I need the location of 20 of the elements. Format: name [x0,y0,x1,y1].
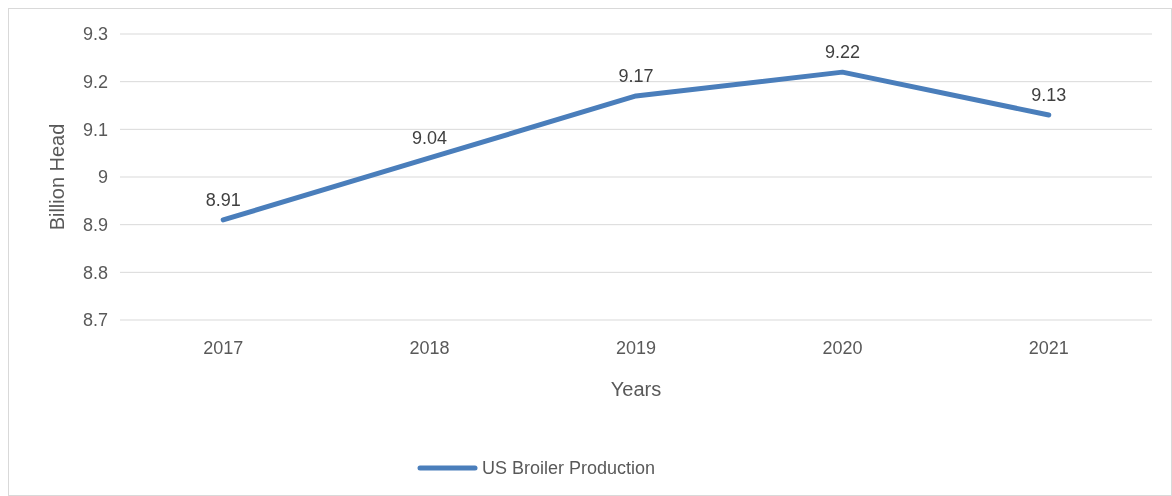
y-tick-label: 9.2 [82,71,108,92]
y-tick-label: 9.1 [82,119,108,140]
y-axis-title: Billion Head [46,123,68,231]
y-tick-label: 9 [97,167,108,188]
y-tick-label: 8.8 [82,262,108,283]
data-label: 9.17 [618,65,654,86]
x-tick-label: 2019 [615,338,657,358]
data-label: 9.13 [1031,85,1067,106]
data-label: 9.22 [824,42,860,63]
data-label: 8.91 [205,189,241,210]
x-tick-label: 2018 [409,338,450,358]
x-tick-label: 2017 [203,338,244,358]
y-tick-label: 8.9 [82,214,108,235]
legend-label: US Broiler Production [482,458,656,479]
x-tick-label: 2021 [1028,338,1069,358]
y-tick-label: 9.3 [82,24,108,45]
data-label: 9.04 [412,127,448,148]
x-axis-title: Years [610,378,662,400]
y-tick-label: 8.7 [82,310,108,331]
x-tick-label: 2020 [822,338,863,358]
